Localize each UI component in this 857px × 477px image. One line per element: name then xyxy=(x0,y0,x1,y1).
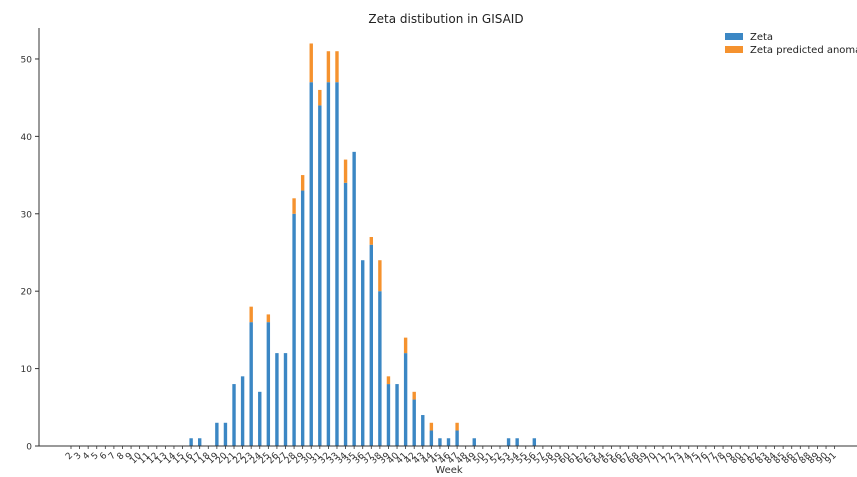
bar-anomaly-week-25 xyxy=(266,314,271,323)
bar-zeta-week-33 xyxy=(335,82,339,447)
bar-zeta-week-42 xyxy=(412,399,416,446)
bar-zeta-week-46 xyxy=(446,438,451,446)
x-tick-label-4: 4 xyxy=(81,451,92,462)
bar-anomaly-week-33 xyxy=(335,51,339,83)
bar-zeta-week-53 xyxy=(506,438,511,446)
bar-anomaly-week-41 xyxy=(403,337,408,354)
bar-zeta-week-22 xyxy=(240,376,245,446)
legend-swatch-0 xyxy=(725,33,743,40)
y-ticks-group: 0 10 20 30 40 50 xyxy=(21,55,39,453)
bar-zeta-week-34 xyxy=(343,182,348,446)
y-tick-label-50: 50 xyxy=(21,55,33,65)
bar-anomaly-week-37 xyxy=(369,237,373,245)
bar-anomaly-week-31 xyxy=(318,89,322,106)
x-tick-label-7: 7 xyxy=(107,451,118,462)
y-tick-label-0: 0 xyxy=(26,443,32,453)
bar-zeta-week-44 xyxy=(429,430,434,446)
x-axis-label: Week xyxy=(435,465,463,476)
bar-zeta-week-31 xyxy=(318,105,322,446)
chart-title: Zeta distibution in GISAID xyxy=(368,12,523,26)
bar-anomaly-week-34 xyxy=(343,159,348,183)
bar-anomaly-week-39 xyxy=(386,376,391,385)
x-ticks-group: 2345678910111213141516171819202122232425… xyxy=(64,446,839,466)
bar-zeta-week-41 xyxy=(403,353,408,446)
bar-anomaly-week-30 xyxy=(309,43,313,83)
bar-zeta-week-43 xyxy=(421,415,425,446)
y-tick-label-40: 40 xyxy=(21,133,33,143)
bar-zeta-week-25 xyxy=(266,322,271,446)
bars-group xyxy=(189,43,537,447)
bar-anomaly-week-23 xyxy=(249,306,253,323)
x-tick-label-8: 8 xyxy=(115,451,126,462)
bar-zeta-week-54 xyxy=(515,438,519,446)
x-tick-label-2: 2 xyxy=(64,451,75,462)
bar-zeta-week-37 xyxy=(369,244,373,446)
x-tick-label-6: 6 xyxy=(98,451,109,462)
legend-label-1: Zeta predicted anomal xyxy=(750,45,857,56)
x-tick-label-5: 5 xyxy=(90,451,101,462)
y-tick-label-20: 20 xyxy=(21,288,33,298)
bar-zeta-week-20 xyxy=(223,422,228,446)
legend: Zeta Zeta predicted anomal xyxy=(725,32,857,56)
bar-zeta-week-56 xyxy=(532,438,537,446)
bar-zeta-week-29 xyxy=(300,190,305,446)
x-tick-label-9: 9 xyxy=(124,451,135,462)
legend-label-0: Zeta xyxy=(750,32,773,43)
y-tick-label-10: 10 xyxy=(21,365,33,375)
bar-zeta-week-40 xyxy=(395,384,399,446)
bar-zeta-week-32 xyxy=(326,82,331,447)
bar-zeta-week-39 xyxy=(386,384,391,446)
legend-swatch-1 xyxy=(725,46,743,53)
bar-zeta-week-38 xyxy=(378,291,382,446)
x-tick-label-91: 91 xyxy=(824,451,839,466)
bar-anomaly-week-47 xyxy=(455,422,459,431)
bar-zeta-week-35 xyxy=(352,151,356,446)
bar-zeta-week-21 xyxy=(232,384,236,446)
bar-zeta-week-36 xyxy=(361,260,365,446)
bar-zeta-week-16 xyxy=(189,438,193,446)
bar-anomaly-week-29 xyxy=(300,175,305,191)
bar-zeta-week-17 xyxy=(198,438,202,446)
bar-anomaly-week-44 xyxy=(429,422,434,431)
bar-zeta-week-49 xyxy=(472,438,476,446)
bar-zeta-week-19 xyxy=(215,422,219,446)
bar-zeta-week-47 xyxy=(455,430,459,446)
bar-zeta-week-28 xyxy=(292,213,296,446)
bar-zeta-week-23 xyxy=(249,322,253,446)
bar-zeta-week-30 xyxy=(309,82,313,447)
bar-anomaly-week-42 xyxy=(412,391,416,400)
bar-anomaly-week-32 xyxy=(326,51,331,83)
x-tick-label-3: 3 xyxy=(73,451,84,462)
axes-group xyxy=(38,28,857,447)
bar-zeta-week-45 xyxy=(438,438,442,446)
bar-anomaly-week-38 xyxy=(378,260,382,292)
bar-zeta-week-24 xyxy=(258,391,262,446)
bar-zeta-week-27 xyxy=(283,353,288,446)
y-tick-label-30: 30 xyxy=(21,210,33,220)
bar-anomaly-week-28 xyxy=(292,198,296,214)
bar-zeta-week-26 xyxy=(275,353,279,446)
